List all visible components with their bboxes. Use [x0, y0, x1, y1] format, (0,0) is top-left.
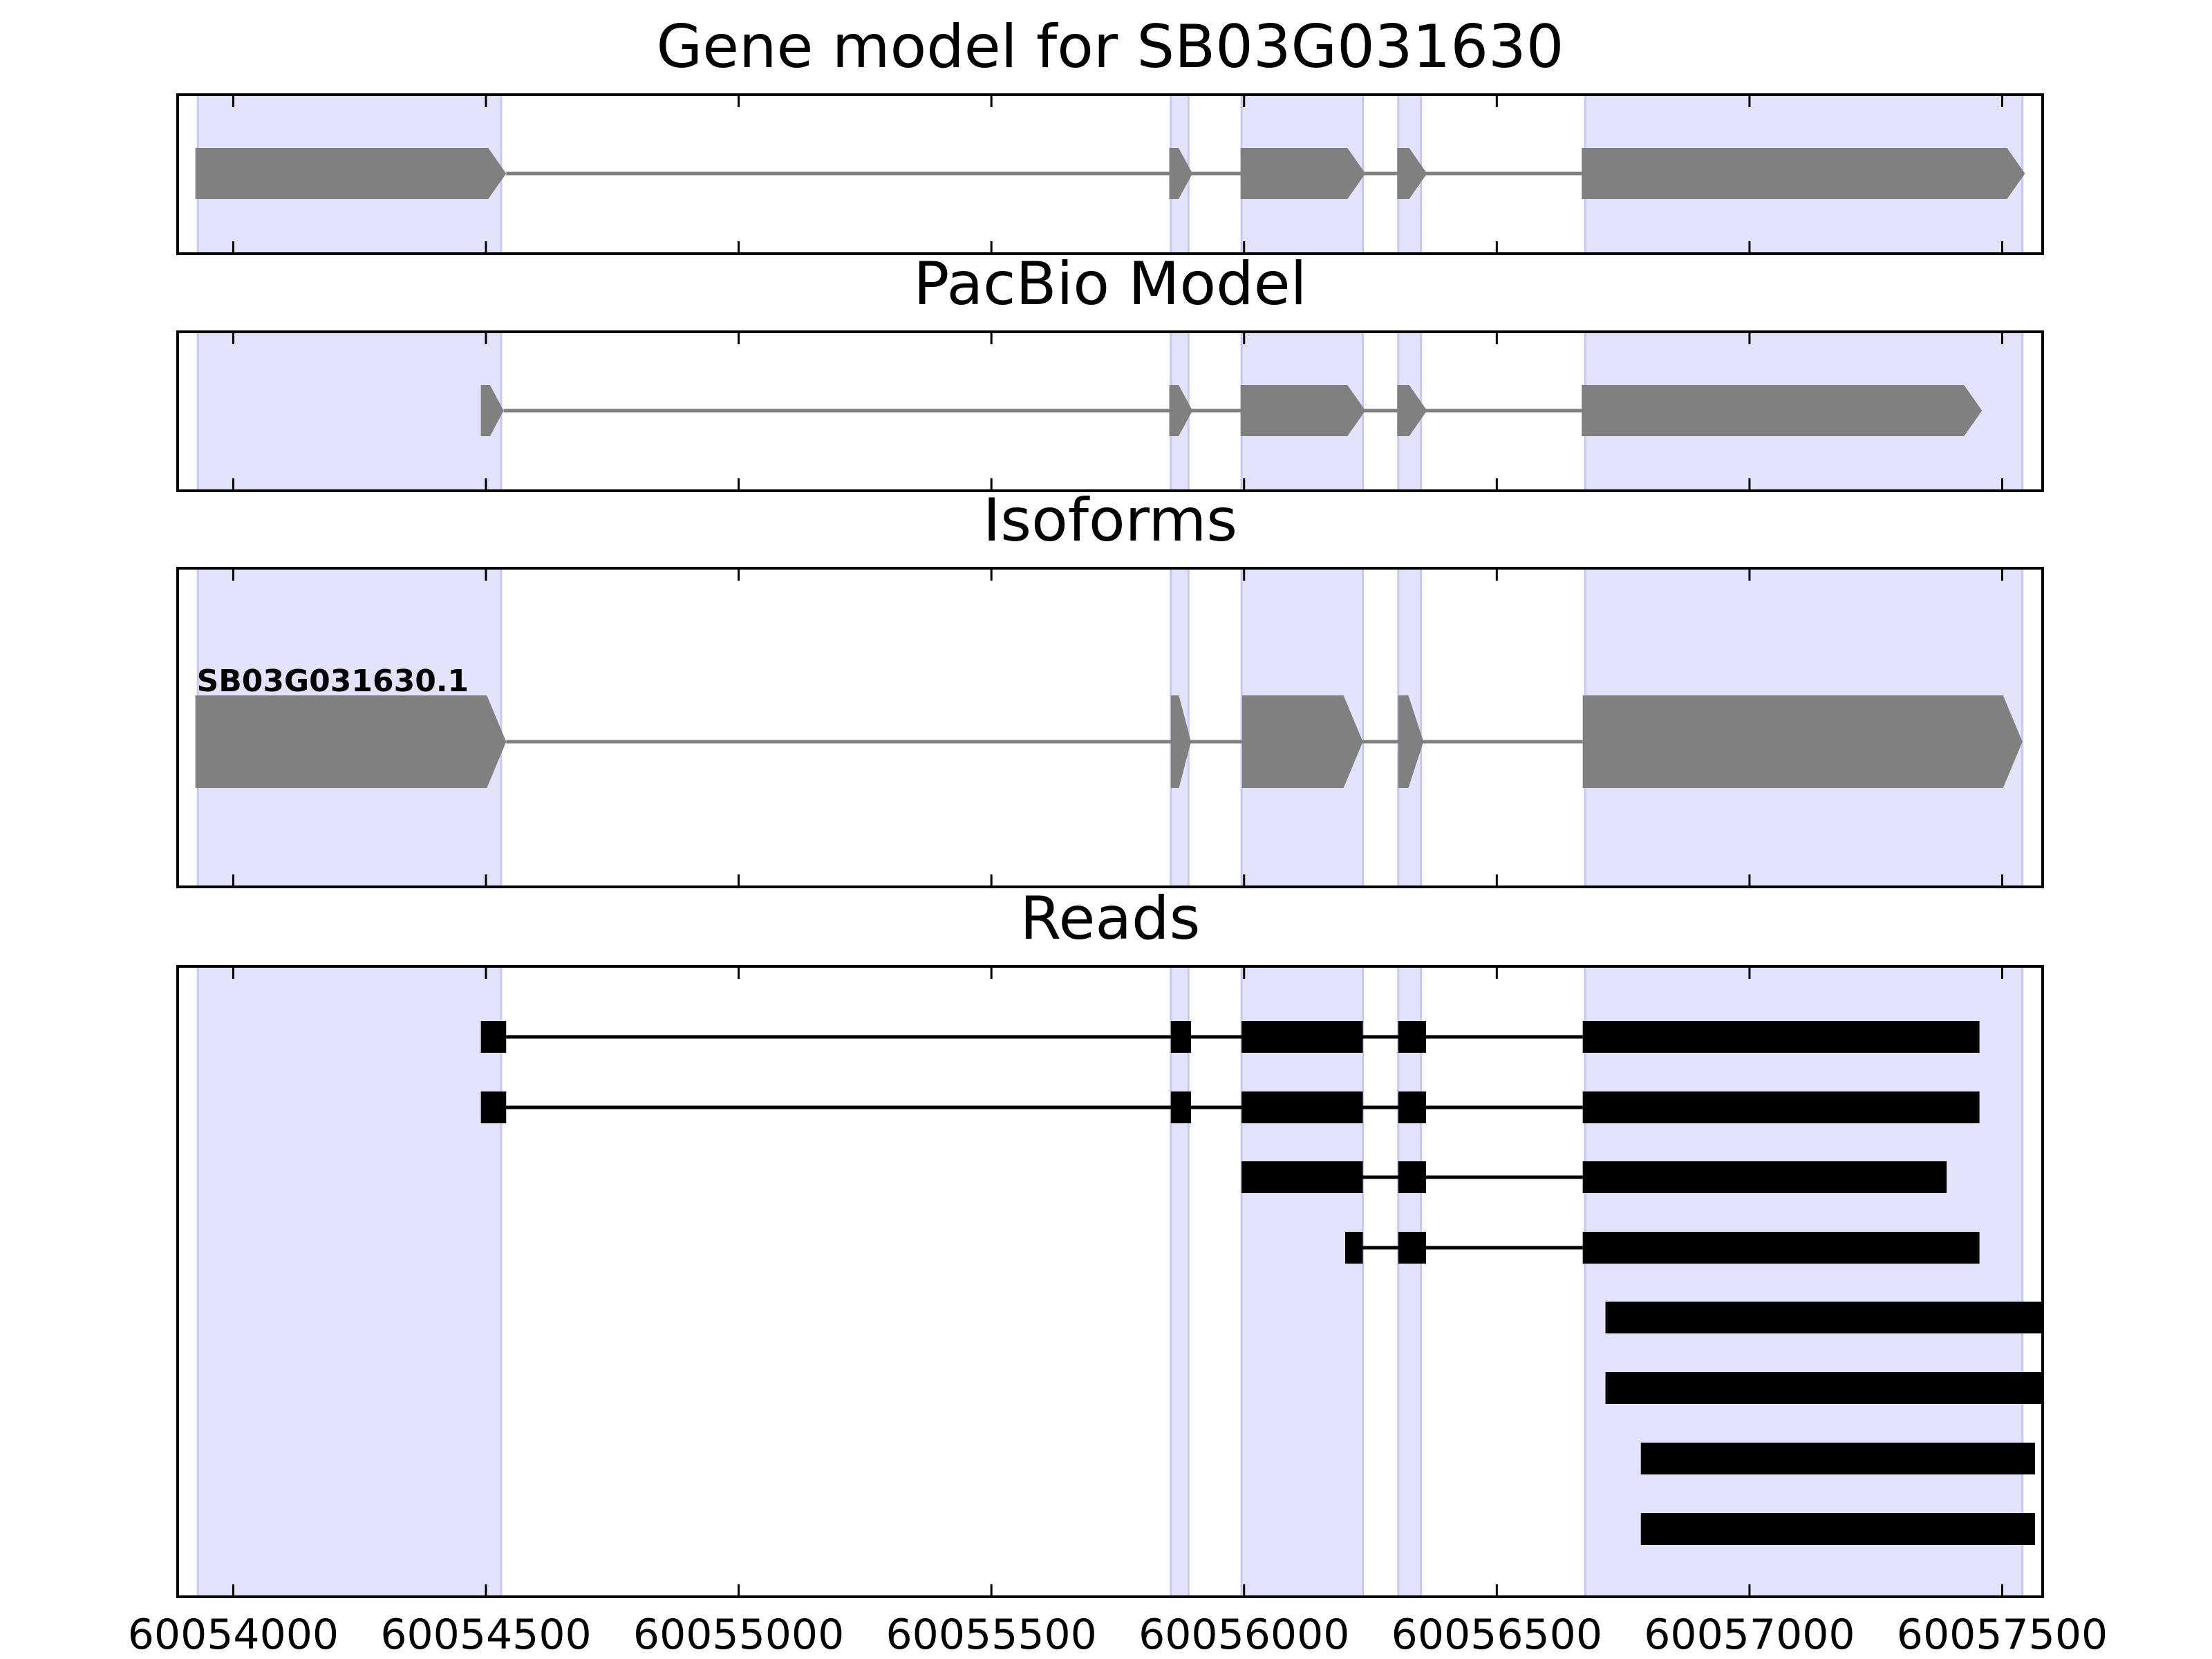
read-exon-block	[1170, 1021, 1191, 1053]
exon-arrow	[1582, 385, 1983, 436]
exon-highlight-region	[1240, 966, 1365, 1597]
read-exon-block	[1398, 1161, 1426, 1193]
reads-frame	[176, 965, 2044, 1598]
isoform-label: SB03G031630.1	[197, 664, 469, 699]
x-tick-label: 60056500	[1391, 1611, 1602, 1659]
gene-model-frame	[176, 93, 2044, 255]
pacbio-model-panel: PacBio Model	[176, 250, 2044, 492]
gene-model-plot-area	[195, 95, 2025, 254]
read-exon-block	[480, 1091, 507, 1123]
read-exon-block	[1582, 1161, 1947, 1193]
exon-highlight-region	[1170, 966, 1190, 1597]
isoforms-title: Isoforms	[983, 486, 1237, 555]
read-exon-block	[1241, 1161, 1363, 1193]
isoforms-frame	[176, 567, 2044, 888]
read-exon-block	[1241, 1091, 1363, 1123]
read-exon-block	[1582, 1232, 1980, 1264]
pacbio-model-plot-area	[196, 332, 2024, 491]
exon-arrow	[1398, 695, 1424, 788]
gene-model-panel: Gene model for SB03G031630	[176, 12, 2044, 255]
exon-arrow	[1582, 148, 2025, 199]
exon-arrow	[1397, 385, 1427, 436]
x-tick-label: 60054000	[128, 1611, 339, 1659]
exon-arrow	[1240, 385, 1366, 436]
exon-arrow	[195, 148, 507, 199]
exon-arrow	[1241, 695, 1363, 788]
read-exon-block	[1398, 1091, 1426, 1123]
reads-plot-area	[196, 966, 2043, 1597]
pacbio-model-frame	[176, 330, 2044, 492]
read-exon-block	[1170, 1091, 1191, 1123]
exon-arrow	[1397, 148, 1427, 199]
isoforms-panel: SB03G031630.1 Isoforms	[176, 486, 2044, 888]
read-exon-block	[1344, 1232, 1363, 1264]
read-exon-block	[1640, 1443, 2036, 1474]
gene-model-title: Gene model for SB03G031630	[657, 12, 1564, 82]
pacbio-model-title: PacBio Model	[913, 250, 1306, 319]
exon-highlight-region	[1397, 966, 1423, 1597]
exon-arrow	[1169, 385, 1193, 436]
exon-arrow	[1582, 695, 2023, 788]
exon-arrow	[1240, 148, 1366, 199]
x-tick-label: 60055000	[633, 1611, 844, 1659]
reads-title: Reads	[1020, 884, 1201, 953]
exon-arrow	[1170, 695, 1191, 788]
x-axis: 60054000 60054500 60055000 60055500 60056000…	[128, 1611, 2108, 1659]
exon-arrow	[195, 695, 507, 788]
read-exon-block	[480, 1021, 507, 1053]
isoforms-plot-area	[195, 568, 2024, 887]
read-exon-block	[1640, 1513, 2036, 1545]
x-tick-label: 60057500	[1897, 1611, 2108, 1659]
exon-highlight-region	[196, 966, 503, 1597]
x-tick-label: 60055500	[885, 1611, 1096, 1659]
exon-highlight-region	[196, 332, 503, 491]
exon-highlight-region	[1584, 966, 2024, 1597]
read-exon-block	[1398, 1232, 1426, 1264]
x-tick-label: 60057000	[1644, 1611, 1855, 1659]
read-exon-block	[1605, 1302, 2043, 1333]
read-exon-block	[1241, 1021, 1363, 1053]
exon-arrow	[1169, 148, 1193, 199]
read-exon-block	[1582, 1021, 1980, 1053]
exon-arrow	[480, 385, 504, 436]
read-exon-block	[1398, 1021, 1426, 1053]
reads-panel: Reads	[176, 884, 2044, 1598]
read-exon-block	[1582, 1091, 1980, 1123]
x-tick-label: 60056000	[1138, 1611, 1349, 1659]
x-tick-label: 60054500	[380, 1611, 591, 1659]
read-exon-block	[1605, 1372, 2043, 1404]
